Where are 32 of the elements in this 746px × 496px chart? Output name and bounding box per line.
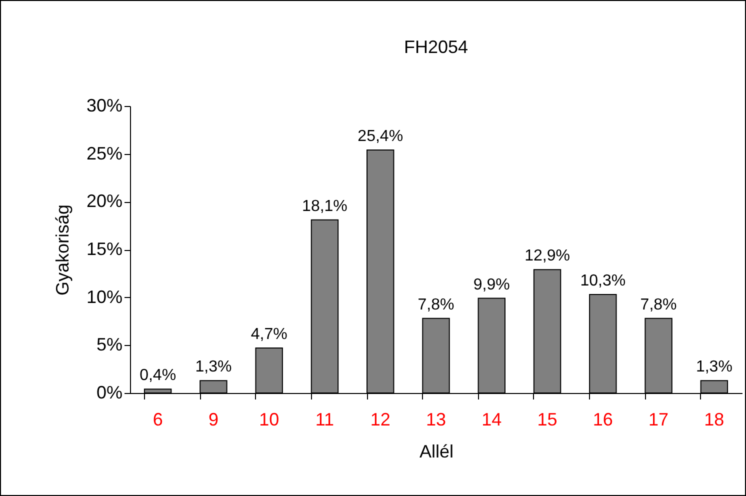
y-tick-label: 20% <box>86 191 122 212</box>
y-tick-label: 10% <box>86 286 122 307</box>
x-tick-label: 16 <box>592 410 613 430</box>
x-tick-label: 11 <box>315 410 334 430</box>
y-tick-label: 0% <box>96 382 122 402</box>
data-label: 1,3% <box>696 358 732 376</box>
x-tick-label: 13 <box>426 410 446 430</box>
x-tick-label: 12 <box>370 410 390 430</box>
x-tick-label: 9 <box>208 410 218 430</box>
x-tick-label: 18 <box>704 410 724 430</box>
data-label: 25,4% <box>358 128 404 146</box>
y-tick-label: 30% <box>86 96 122 116</box>
data-label: 7,8% <box>418 296 454 314</box>
data-label: 4,7% <box>250 326 288 344</box>
y-tick-label: 5% <box>96 334 122 355</box>
data-label: 7,8% <box>640 296 677 314</box>
y-axis-title: Gyakoriság <box>52 204 72 296</box>
data-label: 10,3% <box>580 272 626 290</box>
data-label: 18,1% <box>302 198 348 215</box>
x-tick-label: 14 <box>482 410 502 430</box>
x-tick-label: 17 <box>648 410 669 430</box>
data-label: 9,9% <box>473 276 510 294</box>
data-label: 12,9% <box>524 248 570 265</box>
x-tick-label: 10 <box>259 410 280 430</box>
data-label: 1,3% <box>195 358 232 376</box>
data-label: 0,4% <box>140 367 176 384</box>
x-tick-label: 6 <box>152 410 163 430</box>
y-tick-label: 25% <box>86 143 122 164</box>
x-axis-title: Allél <box>419 442 454 462</box>
x-tick-label: 15 <box>537 410 558 430</box>
chart-title: FH2054 <box>404 37 468 57</box>
y-tick-label: 15% <box>86 239 122 259</box>
